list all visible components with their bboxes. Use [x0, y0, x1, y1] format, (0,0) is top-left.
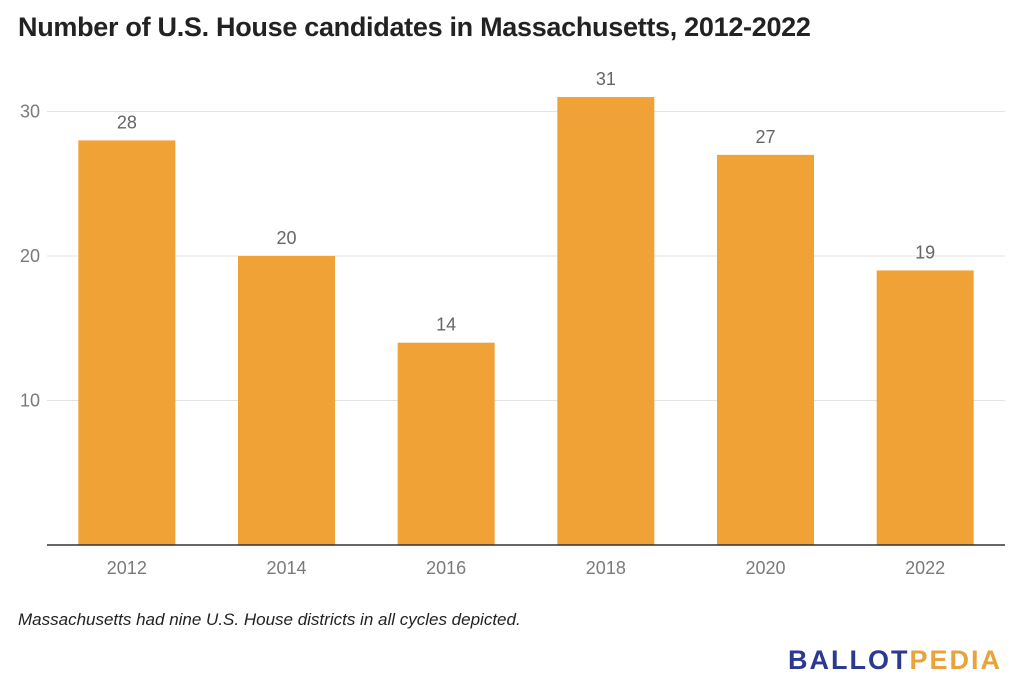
bar	[397, 342, 495, 545]
y-tick-label: 10	[20, 391, 40, 411]
y-axis-ticks: 10 20 30	[20, 102, 40, 411]
data-labels: 28 20 14 31 27 19	[117, 69, 935, 335]
logo-part-pedia: PEDIA	[909, 645, 1002, 675]
gridlines	[47, 111, 1005, 401]
data-label: 14	[436, 315, 456, 335]
footnote: Massachusetts had nine U.S. House distri…	[18, 610, 521, 629]
bar	[717, 154, 814, 545]
bars	[78, 97, 974, 546]
data-label: 20	[276, 228, 296, 248]
x-tick-label: 2018	[586, 558, 626, 578]
x-axis-ticks: 2012 2014 2016 2018 2020 2022	[107, 558, 945, 578]
bar	[238, 256, 335, 545]
bar	[876, 270, 974, 545]
bar	[78, 140, 176, 545]
logo-part-ballot: BALLOT	[787, 645, 910, 675]
y-tick-label: 30	[20, 102, 40, 122]
x-tick-label: 2020	[745, 558, 785, 578]
chart-title: Number of U.S. House candidates in Massa…	[18, 12, 811, 42]
x-tick-label: 2022	[905, 558, 945, 578]
x-tick-label: 2014	[266, 558, 306, 578]
data-label: 27	[755, 127, 775, 147]
bar	[557, 97, 655, 546]
data-label: 19	[915, 242, 935, 262]
data-label: 28	[117, 112, 137, 132]
data-label: 31	[596, 69, 616, 89]
ballotpedia-logo: BALLOTPEDIA	[788, 645, 1002, 676]
y-tick-label: 20	[20, 246, 40, 266]
x-tick-label: 2016	[426, 558, 466, 578]
x-tick-label: 2012	[107, 558, 147, 578]
